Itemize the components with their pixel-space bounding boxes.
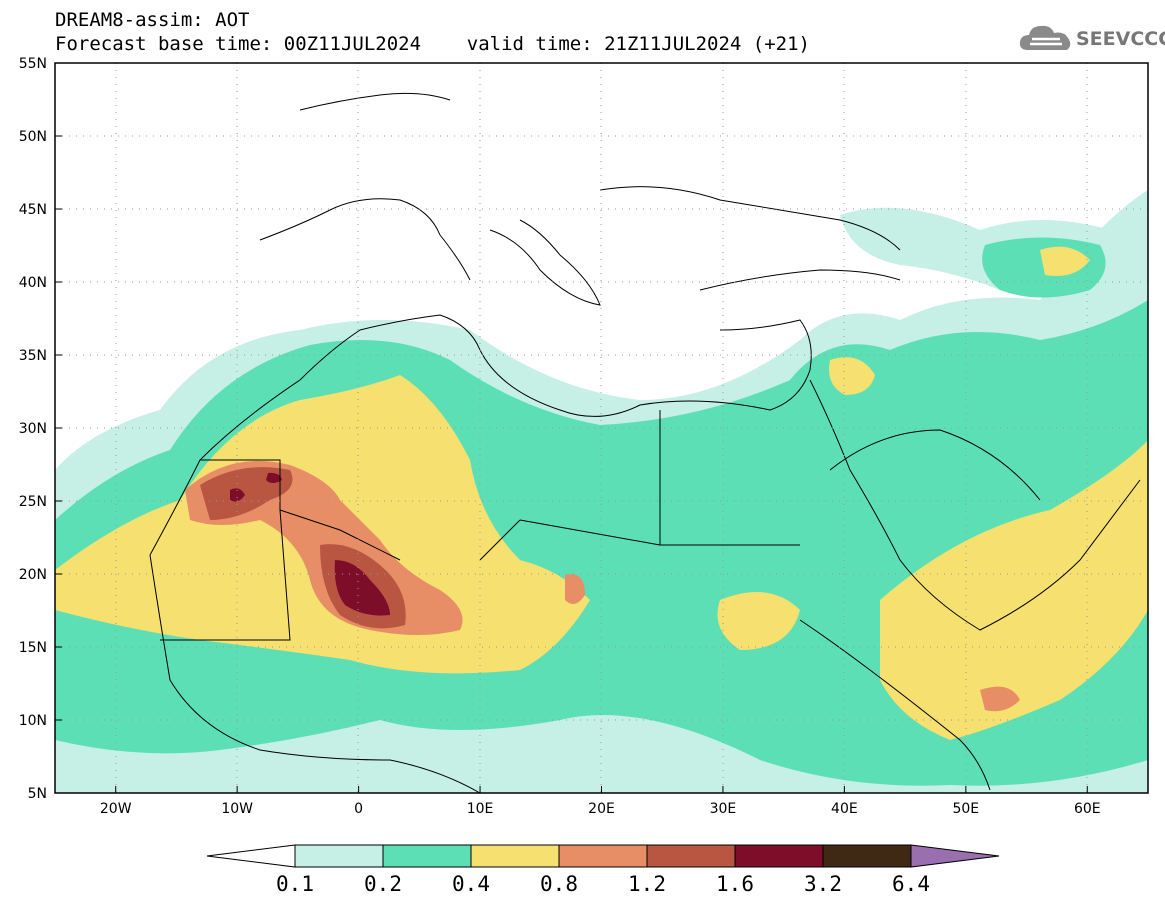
lon-tick-label: 60E: [1074, 801, 1101, 817]
lat-tick-label: 50N: [19, 129, 47, 145]
lat-tick-label: 20N: [19, 567, 47, 583]
lat-tick-label: 10N: [19, 713, 47, 729]
gridlines: [55, 63, 1148, 793]
lon-tick-label: 20E: [588, 801, 615, 817]
aot-band-1.6c: [266, 472, 282, 483]
lon-tick-label: 10E: [467, 801, 494, 817]
aot-band-0.4b: [717, 592, 800, 650]
colorbar-segment: [382, 844, 472, 868]
forecast-time-line: Forecast base time: 00Z11JUL2024 valid t…: [55, 33, 810, 55]
colorbar-segment: [646, 844, 736, 868]
lon-tick-labels: 20W 10W 0 10E 20E 30E 40E 50E 60E: [100, 786, 1101, 817]
colorbar-label: 0.8: [540, 872, 578, 896]
lat-tick-label: 15N: [19, 640, 47, 656]
lat-tick-label: 40N: [19, 275, 47, 291]
aot-field: [55, 63, 1148, 793]
lon-tick-label: 0: [354, 801, 363, 817]
colorbar-segment: [822, 844, 912, 868]
lat-tick-label: 35N: [19, 348, 47, 364]
lon-tick-label: 10W: [221, 801, 253, 817]
lon-tick-label: 20W: [100, 801, 132, 817]
aot-band-0.8b: [980, 686, 1020, 712]
lon-tick-label: 40E: [831, 801, 858, 817]
map-title: DREAM8-assim: AOT: [55, 9, 250, 31]
lat-tick-label: 5N: [28, 786, 47, 802]
colorbar-label: 0.1: [276, 872, 314, 896]
colorbar-label: 3.2: [804, 872, 842, 896]
lat-tick-label: 45N: [19, 202, 47, 218]
aot-band-0.4c: [880, 440, 1148, 740]
colorbar-over-triangle: [910, 844, 1000, 868]
seevccc-logo: SEEVCCC: [1018, 20, 1165, 60]
cloud-icon: [1019, 25, 1071, 50]
colorbar-label: 1.2: [628, 872, 666, 896]
logo-text: SEEVCCC: [1076, 28, 1165, 50]
lon-tick-label: 30E: [710, 801, 737, 817]
colorbar-label: 6.4: [892, 872, 930, 896]
lon-tick-label: 50E: [952, 801, 979, 817]
lat-tick-label: 25N: [19, 494, 47, 510]
colorbar-segment: [470, 844, 560, 868]
colorbar-label: 0.4: [452, 872, 490, 896]
lat-tick-label: 30N: [19, 421, 47, 437]
lat-tick-labels: 55N 50N 45N 40N 35N 30N 25N 20N 15N 10N 5N: [19, 56, 62, 802]
colorbar-label: 1.6: [716, 872, 754, 896]
aot-band-1.6b: [230, 488, 245, 502]
colorbar-label: 0.2: [364, 872, 402, 896]
colorbar-segment: [294, 844, 384, 868]
coastlines: [149, 92, 1141, 793]
colorbar-segment: [558, 844, 648, 868]
aot-band-1.6a: [334, 560, 390, 616]
aot-band-0.8c: [565, 574, 585, 604]
aot-band-0.4d: [829, 357, 875, 395]
colorbar-under-triangle: [206, 844, 296, 868]
colorbar-segment: [734, 844, 824, 868]
aot-band-0.4e: [1040, 246, 1090, 276]
lat-tick-label: 55N: [19, 56, 47, 72]
